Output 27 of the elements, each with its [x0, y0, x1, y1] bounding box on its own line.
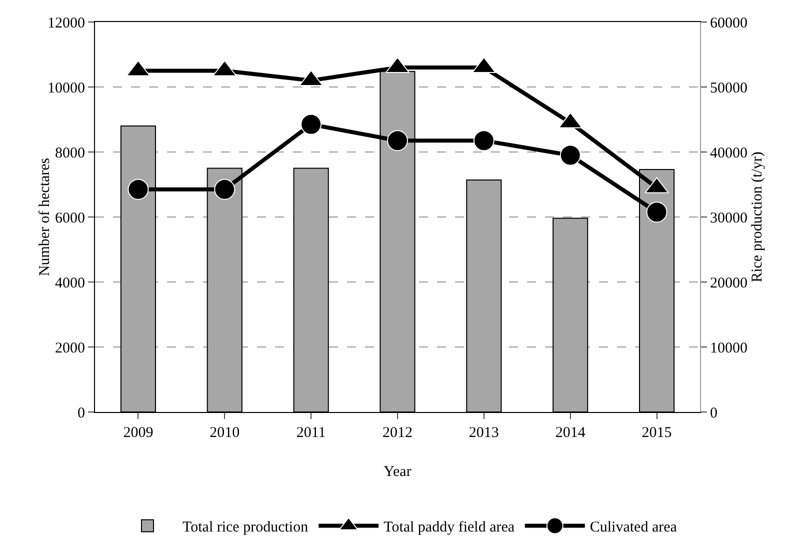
- y2-tick-label: 10000: [710, 340, 748, 356]
- y-tick-label: 10000: [48, 80, 85, 96]
- y-axis-title: Number of hectares: [37, 158, 53, 276]
- y2-tick-label: 0: [710, 405, 718, 422]
- y-tick-label: 8000: [55, 145, 85, 162]
- x-tick-label: 2011: [296, 425, 326, 441]
- legend-label: Total paddy field area: [384, 520, 515, 536]
- y-tick-label: 6000: [55, 210, 85, 226]
- x-tick-label: 2014: [555, 425, 586, 441]
- y-tick-label: 12000: [48, 15, 85, 32]
- x-tick-label: 2009: [123, 425, 154, 441]
- legend-label: Culivated area: [590, 520, 678, 536]
- y2-tick-label: 40000: [710, 145, 748, 162]
- x-tick-label: 2015: [642, 425, 672, 441]
- y-tick-label: 2000: [55, 340, 85, 356]
- y-tick-label: 0: [78, 405, 85, 422]
- y2-tick-label: 30000: [710, 210, 748, 226]
- y-tick-label: 4000: [55, 275, 85, 292]
- x-tick-label: 2012: [382, 425, 412, 441]
- legend-label: Total rice production: [182, 520, 309, 536]
- y2-tick-label: 50000: [710, 80, 748, 96]
- x-tick-label: 2013: [468, 425, 499, 441]
- x-axis-title: Year: [384, 464, 412, 480]
- y2-tick-label: 20000: [710, 275, 748, 292]
- y2-axis-title: Rice production (t/yr): [750, 152, 766, 282]
- y2-tick-label: 60000: [710, 15, 748, 32]
- x-tick-label: 2010: [210, 425, 240, 441]
